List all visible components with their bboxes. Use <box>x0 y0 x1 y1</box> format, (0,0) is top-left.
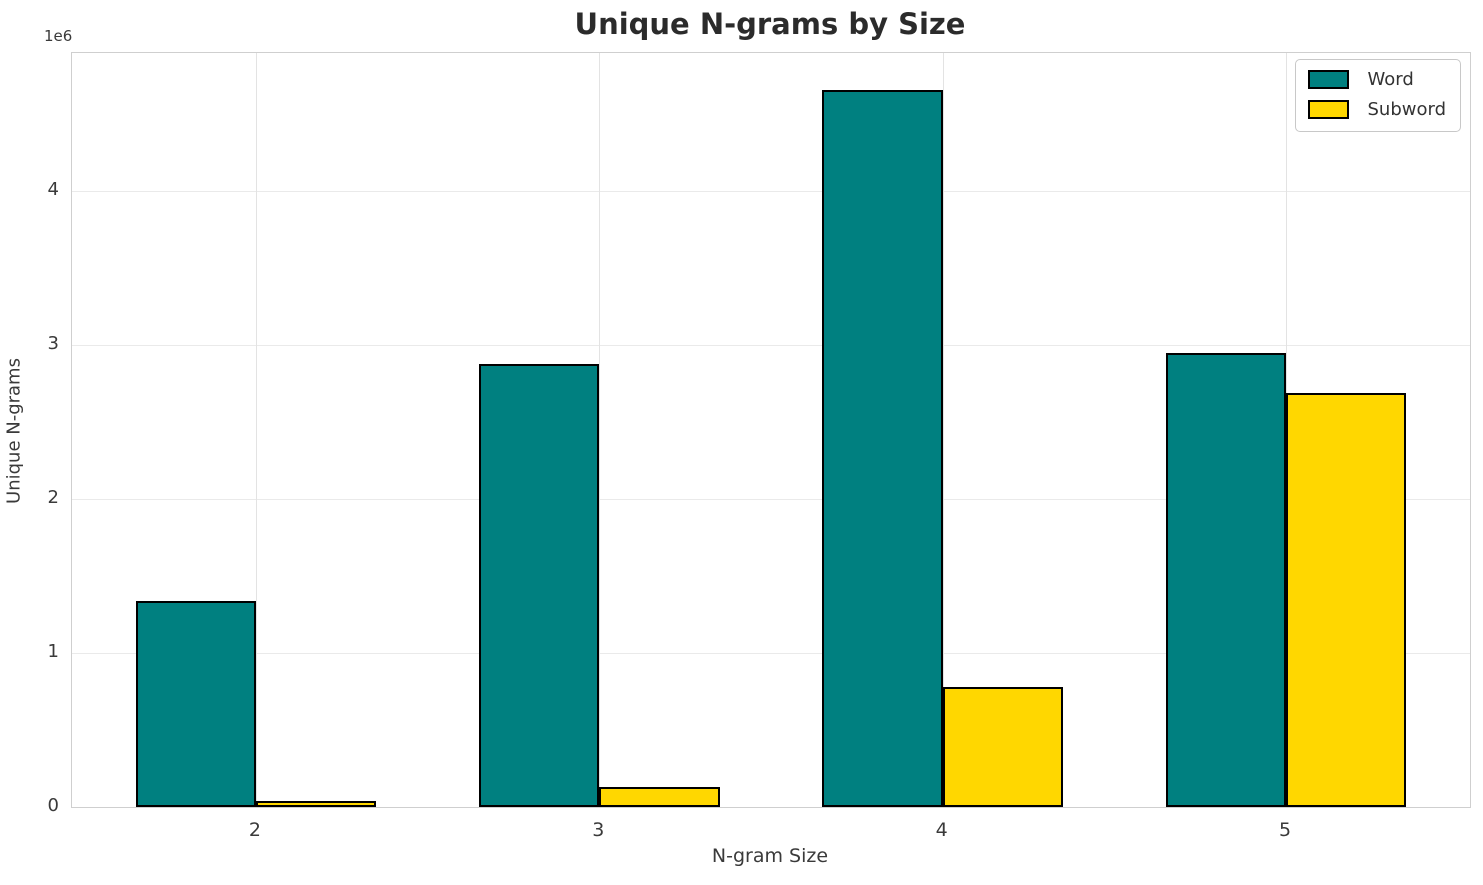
word-bar-ngram-2 <box>135 600 256 807</box>
y-axis-label: Unique N-grams <box>3 358 25 504</box>
word-bar-ngram-5 <box>1165 353 1286 807</box>
gridline-vertical <box>599 53 601 807</box>
y-tick-label: 4 <box>47 179 59 201</box>
legend-item-word: Word <box>1308 69 1446 90</box>
legend: Word Subword <box>1295 59 1461 132</box>
gridline-horizontal <box>72 191 1470 193</box>
y-tick-label: 2 <box>47 487 59 509</box>
gridline-horizontal <box>72 345 1470 347</box>
subword-bar-ngram-4 <box>942 686 1063 807</box>
x-tick-label: 5 <box>1278 819 1292 841</box>
legend-label-subword: Subword <box>1367 99 1446 120</box>
x-tick-label: 3 <box>592 819 605 841</box>
gridline-horizontal <box>72 653 1470 655</box>
y-axis-offset-label: 1e6 <box>44 27 73 45</box>
x-tick-label: 2 <box>248 819 262 841</box>
x-axis-label: N-gram Size <box>711 845 829 867</box>
subword-bar-ngram-2 <box>255 800 377 807</box>
y-tick-label: 0 <box>47 795 59 816</box>
subword-bar-ngram-3 <box>599 787 720 807</box>
word-series-swatch <box>1308 70 1350 89</box>
plot-area: Word Subword <box>71 52 1471 808</box>
gridline-vertical <box>255 53 257 807</box>
chart-title: Unique N-grams by Size <box>574 7 966 41</box>
x-tick-label: 4 <box>935 819 948 841</box>
word-bar-ngram-3 <box>479 363 600 807</box>
y-tick-label: 1 <box>47 641 59 663</box>
legend-label-word: Word <box>1367 69 1414 90</box>
gridline-vertical <box>942 53 944 807</box>
gridline-horizontal <box>72 499 1470 501</box>
y-tick-label: 3 <box>47 333 59 355</box>
legend-item-subword: Subword <box>1308 99 1446 120</box>
subword-bar-ngram-5 <box>1286 393 1407 807</box>
subword-series-swatch <box>1308 100 1350 119</box>
word-bar-ngram-4 <box>822 89 943 807</box>
